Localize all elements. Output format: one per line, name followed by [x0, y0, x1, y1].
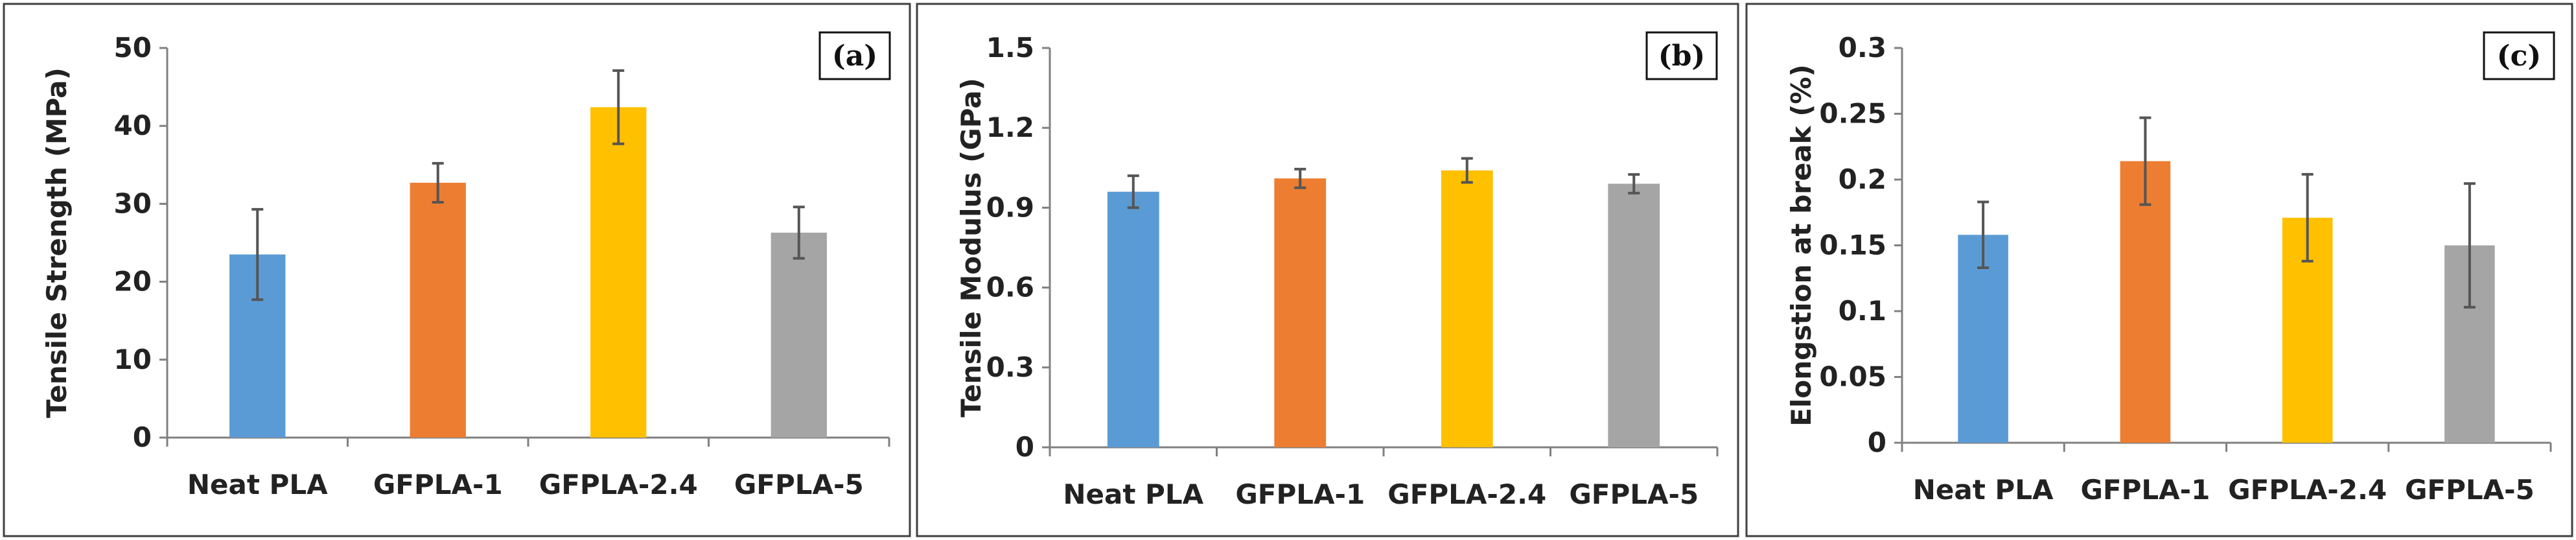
y-tick-label: 40 — [114, 110, 152, 141]
bar-gfpla-1 — [410, 182, 466, 438]
panel-label: (b) — [1658, 40, 1705, 73]
y-tick-label: 0.3 — [986, 351, 1034, 383]
y-tick-label: 0.6 — [986, 272, 1034, 303]
bar-gfpla-5 — [1608, 183, 1660, 447]
y-tick-label: 1.5 — [986, 32, 1034, 64]
y-tick-label: 10 — [114, 344, 152, 375]
bar-gfpla-2-4 — [1441, 170, 1493, 447]
panel-label: (c) — [2497, 40, 2541, 73]
x-category-label: GFPLA-1 — [1235, 478, 1365, 510]
bar-gfpla-5 — [771, 232, 827, 438]
y-tick-label: 0.2 — [1839, 163, 1886, 195]
y-axis-title: Tensile Strength (MPa) — [41, 67, 73, 418]
bar-gfpla-1 — [2120, 161, 2171, 443]
x-category-label: GFPLA-1 — [2080, 474, 2210, 506]
y-tick-label: 0.15 — [1819, 229, 1886, 261]
x-category-label: GFPLA-5 — [734, 469, 864, 500]
y-tick-label: 0 — [1015, 431, 1034, 463]
panel-label-box — [818, 31, 891, 80]
y-tick-label: 0 — [1868, 427, 1886, 458]
y-axis-title: Elongstion at break (%) — [1785, 64, 1817, 426]
x-category-label: Neat PLA — [1913, 474, 2054, 506]
bar-gfpla-2-4 — [590, 107, 647, 438]
y-tick-label: 0.9 — [986, 191, 1034, 223]
chart-panel-b: 0 0.3 0.6 0.9 1.2 1.5 Neat PLA GFPLA-1 GFPLA-2.4… — [916, 3, 1739, 537]
y-tick-label: 50 — [114, 32, 152, 64]
panel-label-box — [1645, 31, 1718, 80]
bar-gfpla-1 — [1274, 178, 1327, 447]
bar-neat-pla — [1958, 235, 2008, 443]
x-category-label: Neat PLA — [1063, 478, 1203, 510]
x-category-label: GFPLA-1 — [373, 469, 503, 500]
x-category-label: GFPLA-5 — [1569, 478, 1699, 510]
y-tick-label: 1.2 — [986, 112, 1034, 143]
x-category-label: Neat PLA — [187, 469, 328, 500]
x-category-label: GFPLA-5 — [2405, 474, 2535, 506]
y-tick-label: 0.3 — [1839, 32, 1886, 64]
chart-panel-a: 0 10 20 30 40 50 Neat PLA GFPLA-1 GFPLA-2.4 GFPLA… — [3, 3, 911, 537]
chart-panel-c: 0 0.05 0.1 0.15 0.2 0.25 0.3 Neat PLA GFPLA-1 GFP… — [1745, 3, 2573, 537]
bar-neat-pla — [1107, 191, 1159, 447]
x-category-label: GFPLA-2.4 — [539, 469, 698, 500]
y-tick-label: 30 — [114, 187, 152, 219]
y-tick-label: 0 — [133, 421, 152, 453]
y-tick-label: 20 — [114, 266, 152, 298]
panel-label-box — [2483, 31, 2555, 80]
y-tick-label: 0.25 — [1819, 98, 1886, 130]
panel-label: (a) — [832, 40, 877, 73]
y-tick-label: 0.05 — [1819, 361, 1886, 393]
y-axis-title: Tensile Modulus (GPa) — [955, 78, 987, 417]
x-category-label: GFPLA-2.4 — [2228, 474, 2387, 506]
x-category-label: GFPLA-2.4 — [1387, 478, 1546, 510]
y-tick-label: 0.1 — [1839, 295, 1886, 327]
